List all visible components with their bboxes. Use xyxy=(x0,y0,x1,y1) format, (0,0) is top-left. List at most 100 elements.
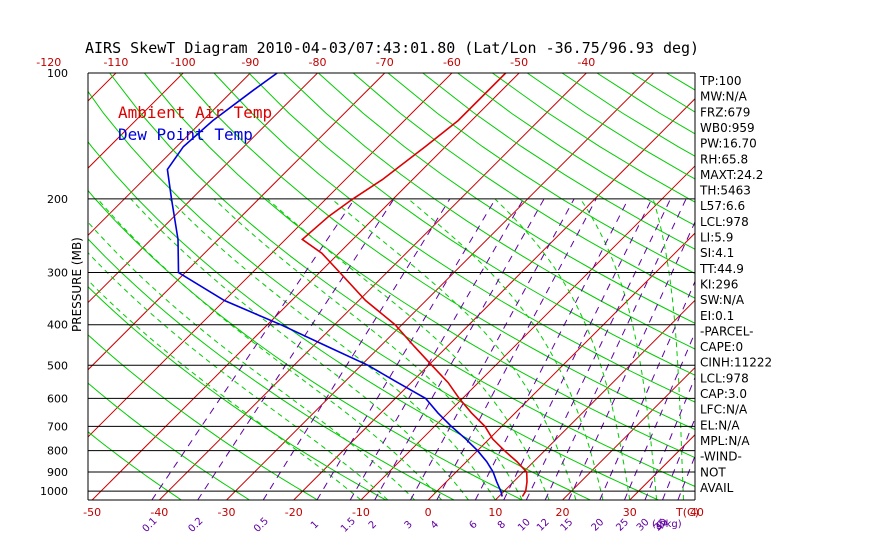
mixing-ratio-line xyxy=(262,198,451,500)
stability-index-label: MPL:N/A xyxy=(700,434,750,448)
dry-adiabat-line xyxy=(526,73,695,180)
moist-adiabat-line xyxy=(88,279,362,500)
bottom-temp-tick-label: 30 xyxy=(623,506,637,519)
stability-index-label: LFC:N/A xyxy=(700,403,748,417)
mixing-ratio-tick-label: 2 xyxy=(367,519,379,531)
stability-index-label: TT:44.9 xyxy=(699,262,744,276)
mixing-ratio-tick-label: 15 xyxy=(559,517,576,534)
stability-index-label: MAXT:24.2 xyxy=(700,168,763,182)
dry-adiabat-line xyxy=(109,73,695,487)
mixing-ratio-tick-label: 8 xyxy=(496,519,508,531)
bottom-temp-tick-label: -20 xyxy=(285,506,303,519)
dry-adiabat-line xyxy=(88,431,182,500)
moist-adiabat-line xyxy=(331,198,577,500)
mixing-ratio-tick-label: 25 xyxy=(614,517,631,534)
stability-index-label: EI:0.1 xyxy=(700,309,734,323)
dry-adiabat-line xyxy=(352,73,695,299)
mixing-ratio-line xyxy=(197,198,395,500)
moist-adiabat-line xyxy=(407,198,604,500)
bottom-axis-unit: T(C) xyxy=(675,506,699,519)
stability-index-label: CAPE:0 xyxy=(700,340,743,354)
isotherm-line xyxy=(494,299,695,500)
mixing-ratio-tick-label: 10 xyxy=(516,517,533,534)
legend-dew-point-temp: Dew Point Temp xyxy=(118,125,253,144)
pressure-tick-label: 300 xyxy=(47,267,68,280)
top-temp-tick-label: -80 xyxy=(309,56,327,69)
isotherm-line xyxy=(764,73,870,500)
isotherm-line xyxy=(91,73,520,500)
mixing-ratio-line xyxy=(525,198,671,500)
dry-adiabat-line xyxy=(88,286,387,500)
dry-adiabat-line xyxy=(88,141,591,500)
mixing-ratio-line xyxy=(374,198,545,500)
legend-ambient-air-temp: Ambient Air Temp xyxy=(118,103,272,122)
bottom-temp-tick-label: 0 xyxy=(425,506,432,519)
mixing-ratio-tick-label: 0.2 xyxy=(186,516,205,535)
top-temp-tick-label: -50 xyxy=(510,56,528,69)
isotherm-line xyxy=(88,73,117,102)
pressure-tick-label: 100 xyxy=(47,67,68,80)
stability-index-label: TP:100 xyxy=(699,74,742,88)
pressure-tick-label: 800 xyxy=(47,445,68,458)
moist-adiabat-line xyxy=(97,198,442,500)
stability-index-label: SW:N/A xyxy=(700,293,745,307)
bottom-temp-tick-label: 10 xyxy=(488,506,502,519)
pressure-tick-label: 500 xyxy=(47,359,68,372)
top-temp-tick-label: -90 xyxy=(241,56,259,69)
pressure-tick-label: 200 xyxy=(47,193,68,206)
isotherm-line xyxy=(88,73,386,371)
stability-index-label: AVAIL xyxy=(700,481,734,495)
pressure-tick-label: 900 xyxy=(47,466,68,479)
moist-adiabat-line xyxy=(652,198,684,500)
stability-index-label: SI:4.1 xyxy=(700,246,734,260)
isotherm-line xyxy=(0,73,49,500)
dry-adiabat-line xyxy=(422,73,695,250)
bottom-temp-tick-label: -30 xyxy=(218,506,236,519)
dry-adiabat-line xyxy=(88,189,523,500)
dry-adiabat-line xyxy=(88,334,318,500)
dry-adiabat-line xyxy=(88,382,250,500)
dry-adiabat-line xyxy=(666,73,695,91)
bottom-temp-tick-label: 20 xyxy=(556,506,570,519)
moist-adiabat-line xyxy=(579,198,658,500)
dry-adiabat-line xyxy=(248,73,695,376)
mixing-ratio-line xyxy=(316,198,496,500)
mixing-ratio-line xyxy=(349,198,524,500)
mixing-ratio-line xyxy=(662,417,695,500)
mixing-ratio-line xyxy=(568,220,695,500)
stability-index-label: KI:296 xyxy=(700,277,738,291)
pressure-tick-label: 1000 xyxy=(40,485,68,498)
mixing-ratio-line xyxy=(436,198,597,500)
moist-adiabat-line xyxy=(88,221,416,500)
isotherm-line xyxy=(88,73,184,169)
temperature-profile-line xyxy=(301,73,528,497)
stability-index-label: -WIND- xyxy=(700,450,742,464)
mixing-ratio-line xyxy=(503,198,653,500)
mixing-ratio-tick-label: 30 xyxy=(635,517,652,534)
dry-adiabat-line xyxy=(283,73,695,350)
top-temp-tick-label: -110 xyxy=(103,56,128,69)
isotherm-line xyxy=(293,98,695,500)
stability-index-label: -PARCEL- xyxy=(700,324,754,338)
mixing-ratio-tick-label: 12 xyxy=(535,517,552,534)
mixing-ratio-tick-label: 6 xyxy=(467,519,479,531)
mixing-ratio-line xyxy=(623,331,695,500)
mixing-ratio-line xyxy=(474,198,629,500)
top-temp-tick-label: -40 xyxy=(577,56,595,69)
moist-adiabat-line xyxy=(88,252,389,500)
stability-index-label: LI:5.9 xyxy=(700,231,733,245)
dry-adiabat-line xyxy=(457,73,695,226)
dry-adiabat-line xyxy=(771,73,870,500)
mixing-ratio-line xyxy=(151,198,356,500)
mixing-ratio-line xyxy=(644,376,695,500)
top-temp-tick-label: -100 xyxy=(171,56,196,69)
stability-index-label: CINH:11222 xyxy=(700,356,772,370)
moist-adiabat-line xyxy=(213,198,523,500)
stability-index-label: LCL:978 xyxy=(700,371,749,385)
isotherm-line xyxy=(88,73,318,304)
top-temp-tick-label: -70 xyxy=(376,56,394,69)
isotherm-line xyxy=(831,73,870,500)
moist-adiabat-line xyxy=(168,198,496,500)
isotherm-line xyxy=(427,232,695,500)
